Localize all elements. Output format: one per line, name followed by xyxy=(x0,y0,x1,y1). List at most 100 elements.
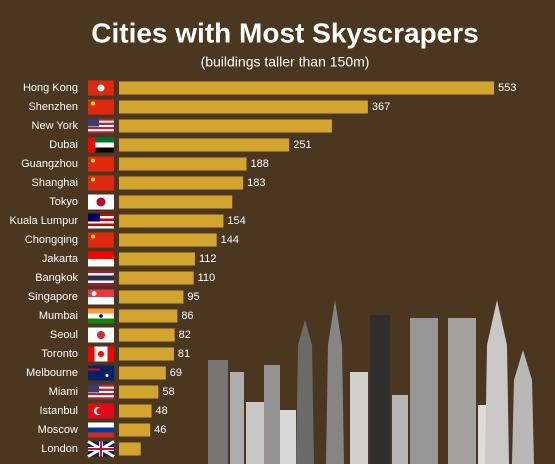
flag-part xyxy=(91,177,95,182)
flag-part xyxy=(91,101,95,106)
flag-part xyxy=(88,397,114,400)
value-label: 81 xyxy=(178,348,190,360)
flag-part xyxy=(91,291,97,296)
bar xyxy=(119,290,184,304)
flag-part xyxy=(88,283,114,286)
category-label: Istanbul xyxy=(39,405,78,417)
flag-part xyxy=(88,120,114,123)
bar xyxy=(119,366,166,380)
flag xyxy=(88,403,114,419)
flag-part xyxy=(88,395,114,398)
flag xyxy=(88,289,114,305)
flag-part xyxy=(88,213,100,222)
flag xyxy=(88,175,114,191)
bar xyxy=(119,328,175,342)
chart-subtitle: (buildings taller than 150m) xyxy=(201,54,370,70)
flag-part xyxy=(88,232,114,248)
flag-part xyxy=(88,280,114,283)
bar xyxy=(119,119,332,133)
bar xyxy=(119,233,217,247)
bar xyxy=(119,252,195,266)
flag xyxy=(88,422,114,438)
flag xyxy=(88,156,114,172)
category-label: Dubai xyxy=(49,139,78,151)
bar xyxy=(119,157,247,171)
flag xyxy=(88,194,114,210)
flag-part xyxy=(88,137,95,153)
value-label: 86 xyxy=(181,310,193,322)
value-label: 183 xyxy=(247,177,265,189)
flag-part xyxy=(101,346,108,362)
flag-part xyxy=(88,368,100,371)
flag-part xyxy=(88,308,114,314)
category-label: Seoul xyxy=(50,329,78,341)
flag-part xyxy=(88,216,114,219)
flag-part xyxy=(88,427,114,433)
flag-part xyxy=(88,432,114,438)
flag-part xyxy=(107,346,114,362)
flag xyxy=(88,365,114,381)
category-label: Jakarta xyxy=(42,253,79,265)
flag-part xyxy=(88,226,114,229)
bar xyxy=(119,385,159,399)
flag-part xyxy=(88,218,114,221)
flag xyxy=(88,232,114,248)
flag-part xyxy=(88,118,114,121)
flag-part xyxy=(97,84,105,92)
value-label: 188 xyxy=(250,158,268,170)
flag-part xyxy=(96,407,103,415)
flag-part xyxy=(88,99,114,115)
flag-part xyxy=(88,289,114,297)
value-label: 82 xyxy=(179,329,191,341)
value-label: 58 xyxy=(162,386,174,398)
flag-part xyxy=(88,346,95,362)
bar xyxy=(119,347,174,361)
category-label: Guangzhou xyxy=(21,158,78,170)
flag-part xyxy=(88,388,114,391)
flag-part xyxy=(97,331,105,339)
flag-part xyxy=(88,384,99,393)
flag-part xyxy=(88,384,114,387)
flag-part xyxy=(105,374,109,377)
value-label: 48 xyxy=(156,405,168,417)
flag xyxy=(88,384,114,400)
flag-part xyxy=(88,175,114,191)
value-label: 154 xyxy=(227,215,245,227)
flag-part xyxy=(88,147,114,153)
flag-part xyxy=(88,393,114,396)
flag xyxy=(88,99,114,115)
category-label: Chongqing xyxy=(25,234,78,246)
category-label: Mumbai xyxy=(39,310,78,322)
flag-part xyxy=(88,422,114,428)
flag-part xyxy=(88,137,114,143)
flag-part xyxy=(88,129,114,132)
flag xyxy=(88,251,114,267)
value-label: 95 xyxy=(187,291,199,303)
flag xyxy=(88,327,114,343)
flag-part xyxy=(88,118,99,127)
flag-part xyxy=(88,365,114,381)
bar xyxy=(119,271,194,285)
category-label: London xyxy=(41,443,78,455)
bar xyxy=(119,176,244,190)
flag-part xyxy=(88,259,114,267)
value-label: 367 xyxy=(372,101,390,113)
flag xyxy=(87,440,115,458)
flag-part xyxy=(88,275,114,278)
skyline xyxy=(208,300,534,464)
value-label: 112 xyxy=(199,253,217,265)
flag xyxy=(88,137,114,153)
flag-part xyxy=(99,314,103,318)
flag-part xyxy=(88,278,114,281)
flag-part xyxy=(88,213,114,216)
flag-part xyxy=(96,197,106,207)
flag-part xyxy=(94,346,101,362)
flag-part xyxy=(88,270,114,273)
bars: Hong Kong 553 Shenzhen 367 New York Dubai 251 G… xyxy=(10,80,516,458)
category-label: Hong Kong xyxy=(23,82,78,94)
flag-part xyxy=(88,127,114,130)
value-label: 144 xyxy=(221,234,239,246)
flag-part xyxy=(88,390,114,394)
flag-part xyxy=(88,142,114,148)
